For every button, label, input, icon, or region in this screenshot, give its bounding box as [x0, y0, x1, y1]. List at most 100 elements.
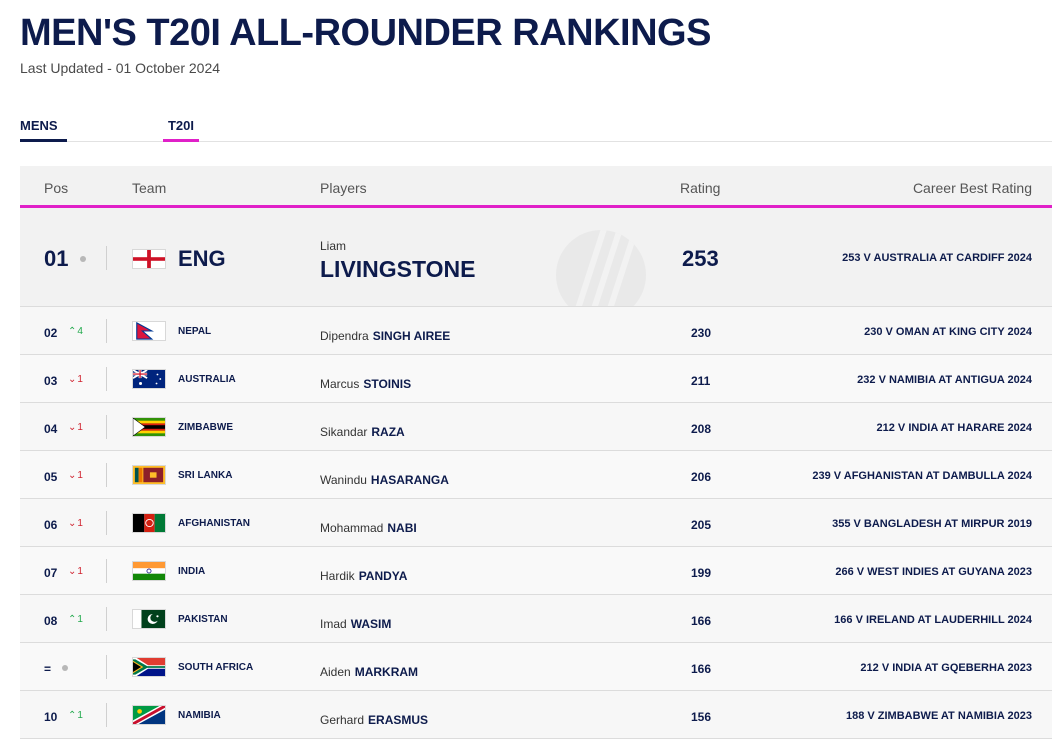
top-pos: 01	[44, 246, 69, 271]
rank-up: ⌃4	[68, 326, 83, 337]
top-ranked-row[interactable]: 01 ENG Liam LIVINGSTONE 253 253 V AUSTRA…	[20, 208, 1052, 307]
row-rating: 211	[691, 374, 711, 388]
nepal-flag-icon	[132, 321, 166, 341]
row-team: NEPAL	[178, 326, 212, 337]
row-rating: 208	[691, 422, 712, 436]
player-last-name: MARKRAM	[354, 665, 419, 679]
divider	[106, 367, 107, 391]
divider	[106, 319, 107, 343]
namibia-flag-icon	[132, 705, 166, 725]
move-value: 1	[77, 518, 83, 529]
no-change-dot-icon	[62, 665, 68, 671]
table-header: Pos Team Players Rating Career Best Rati…	[20, 166, 1052, 208]
header-career-best: Career Best Rating	[912, 180, 1032, 196]
arrow-down-icon: ⌄	[68, 374, 77, 385]
row-career-best: 212 V INDIA AT GQEBERHA 2023	[860, 662, 1032, 674]
row-rating: 156	[691, 710, 712, 724]
row-rating: 206	[691, 470, 712, 484]
divider	[106, 246, 107, 270]
row-team: NAMIBIA	[178, 710, 221, 721]
player-last-name: RAZA	[371, 425, 405, 439]
move-value: 1	[77, 566, 83, 577]
top-player-last-name[interactable]: LIVINGSTONE	[320, 256, 476, 282]
row-pos: =	[44, 662, 52, 676]
player-last-name: STOINIS	[363, 377, 412, 391]
arrow-down-icon: ⌄	[68, 518, 77, 529]
row-rating: 166	[691, 614, 712, 628]
divider	[106, 415, 107, 439]
divider	[106, 511, 107, 535]
rank-up: ⌃1	[68, 614, 83, 625]
ranking-rows: 02 ⌃4 NEPAL Dipendra SINGH AIREE 230 230 V OMA…	[20, 307, 1052, 739]
table-row[interactable]: 03 ⌄1 AUSTRALIA Marcus STOINIS 211 232 V NAMIB…	[20, 355, 1052, 403]
player-first-name: Dipendra	[320, 329, 369, 343]
table-row[interactable]: 08 ⌃1 PAKISTAN Imad WASIM 166 166 V IRELAND AT…	[20, 595, 1052, 643]
arrow-up-icon: ⌃	[68, 614, 77, 625]
south-africa-flag-icon	[132, 657, 166, 677]
player-first-name: Marcus	[320, 377, 360, 391]
row-player[interactable]: Aiden MARKRAM	[320, 665, 418, 679]
row-team: PAKISTAN	[178, 614, 228, 625]
player-first-name: Mohammad	[320, 521, 384, 535]
filter-tabs: MENS T20I	[20, 118, 1052, 142]
move-value: 1	[77, 470, 83, 481]
move-value: 1	[77, 614, 83, 625]
header-players: Players	[320, 180, 367, 196]
row-player[interactable]: Mohammad NABI	[320, 521, 417, 535]
table-row[interactable]: 04 ⌄1 ZIMBABWE Sikandar RAZA 208 212 V INDIA A…	[20, 403, 1052, 451]
player-first-name: Aiden	[320, 665, 351, 679]
rank-up: ⌃1	[68, 710, 83, 721]
row-rating: 230	[691, 326, 712, 340]
tab-mens[interactable]: MENS	[20, 118, 67, 142]
row-player[interactable]: Sikandar RAZA	[320, 425, 405, 439]
row-pos: 08	[44, 614, 58, 628]
australia-flag-icon	[132, 369, 166, 389]
table-row[interactable]: 05 ⌄1 SRI LANKA Wanindu HASARANGA 206 239 V AF…	[20, 451, 1052, 499]
rank-down: ⌄1	[68, 374, 83, 385]
table-row[interactable]: 07 ⌄1 INDIA Hardik PANDYA 199 266 V WEST INDIE…	[20, 547, 1052, 595]
table-row[interactable]: 06 ⌄1 AFGHANISTAN Mohammad NABI 205 355 V BANG…	[20, 499, 1052, 547]
table-row[interactable]: 02 ⌃4 NEPAL Dipendra SINGH AIREE 230 230 V OMA…	[20, 307, 1052, 355]
sri-lanka-flag-icon	[132, 465, 166, 485]
row-team: ZIMBABWE	[178, 422, 233, 433]
row-rating: 205	[691, 518, 712, 532]
move-value: 1	[77, 710, 83, 721]
row-player[interactable]: Dipendra SINGH AIREE	[320, 329, 450, 343]
divider	[106, 655, 107, 679]
arrow-down-icon: ⌄	[68, 470, 77, 481]
arrow-down-icon: ⌄	[68, 422, 77, 433]
rank-down: ⌄1	[68, 518, 83, 529]
header-team: Team	[132, 180, 167, 196]
row-player[interactable]: Imad WASIM	[320, 617, 391, 631]
row-pos: 05	[44, 470, 58, 484]
divider	[106, 607, 107, 631]
afghanistan-flag-icon	[132, 513, 166, 533]
move-value: 1	[77, 374, 83, 385]
row-player[interactable]: Marcus STOINIS	[320, 377, 411, 391]
row-player[interactable]: Gerhard ERASMUS	[320, 713, 428, 727]
player-first-name: Wanindu	[320, 473, 367, 487]
rank-down: ⌄1	[68, 470, 83, 481]
row-rating: 199	[691, 566, 712, 580]
table-row[interactable]: = SOUTH AFRICA Aiden MARKRAM 166 212 V INDIA …	[20, 643, 1052, 691]
header-pos: Pos	[44, 180, 69, 196]
row-player[interactable]: Wanindu HASARANGA	[320, 473, 449, 487]
rank-down: ⌄1	[68, 422, 83, 433]
top-team: ENG	[178, 246, 226, 271]
tab-t20i[interactable]: T20I	[163, 118, 199, 142]
row-career-best: 212 V INDIA AT HARARE 2024	[876, 422, 1032, 434]
move-value: 1	[77, 422, 83, 433]
row-team: INDIA	[178, 566, 206, 577]
row-pos: 04	[44, 422, 58, 436]
player-last-name: SINGH AIREE	[372, 329, 451, 343]
divider	[106, 559, 107, 583]
divider	[106, 463, 107, 487]
player-first-name: Imad	[320, 617, 347, 631]
player-last-name: PANDYA	[358, 569, 408, 583]
top-career-best: 253 V AUSTRALIA AT CARDIFF 2024	[842, 252, 1032, 264]
row-player[interactable]: Hardik PANDYA	[320, 569, 407, 583]
row-team: SOUTH AFRICA	[178, 662, 254, 673]
row-pos: 03	[44, 374, 58, 388]
player-last-name: HASARANGA	[370, 473, 449, 487]
table-row[interactable]: 10 ⌃1 NAMIBIA Gerhard ERASMUS 156 188 V ZIMBAB…	[20, 691, 1052, 739]
